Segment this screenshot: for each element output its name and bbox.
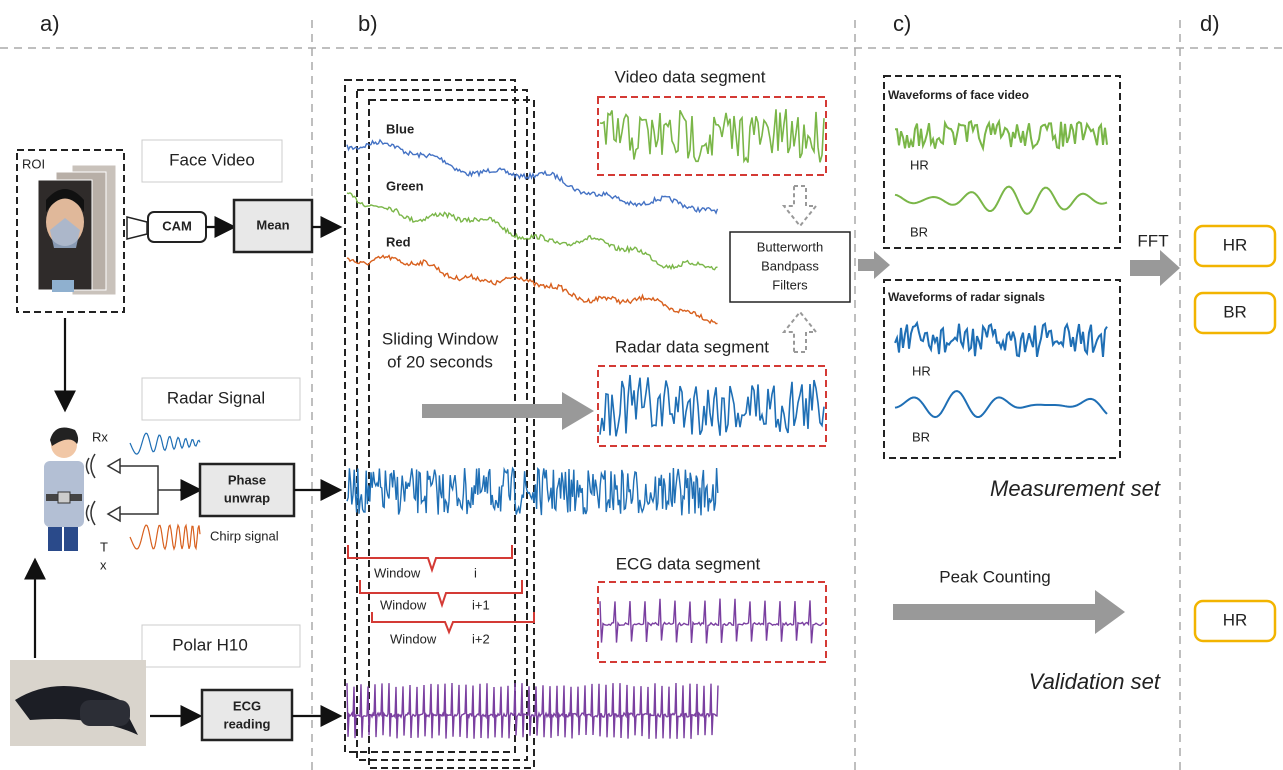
ecg-label: reading: [224, 716, 271, 731]
tx-label: T: [100, 539, 108, 554]
box-title: Waveforms of face video: [888, 88, 1029, 102]
big-arrow: [422, 392, 594, 430]
ecg-label: ECG: [233, 698, 261, 713]
waveform: [346, 682, 719, 739]
segment-title: Radar data segment: [615, 337, 769, 356]
radar-wave-box: [883, 279, 1121, 459]
wave-label: HR: [910, 157, 929, 172]
filter-label: Bandpass: [761, 258, 819, 273]
gray-arrow: [893, 590, 1125, 634]
tx-label: x: [100, 557, 107, 572]
window-frame: [368, 99, 535, 769]
output-box: [1193, 224, 1277, 268]
label-box: [141, 624, 301, 668]
waveform: [894, 185, 1108, 215]
roi-label: ROI: [22, 156, 45, 171]
waveform: [129, 432, 201, 455]
strap-photo: [10, 660, 146, 746]
waveform: [346, 254, 718, 325]
wave-label: HR: [912, 363, 931, 378]
channel-label: Red: [386, 234, 411, 249]
window-text: Sliding Window: [382, 329, 499, 348]
person-icon: [44, 427, 84, 551]
box-title: Waveforms of radar signals: [888, 290, 1045, 304]
roi-box: [16, 149, 125, 313]
separators: [0, 20, 1283, 770]
gray-arrow: [858, 251, 890, 279]
panel-label: d): [1200, 11, 1220, 36]
phase-label: unwrap: [224, 490, 270, 505]
segment-box: [597, 365, 827, 447]
fft-label: FFT: [1137, 231, 1168, 250]
segment-box: [597, 581, 827, 663]
peak-label: Peak Counting: [939, 567, 1051, 586]
radar-signal-label: Radar Signal: [167, 388, 265, 407]
window-word: Window: [390, 631, 437, 646]
face-wave-box: [883, 75, 1121, 249]
waveform: [894, 320, 1108, 358]
waveform: [346, 192, 718, 271]
filter-box: [729, 231, 851, 303]
segment-title: ECG data segment: [616, 554, 761, 573]
wave-label: BR: [910, 224, 928, 239]
channel-label: Blue: [386, 121, 414, 136]
output-label: BR: [1223, 302, 1247, 321]
chirp-label: Chirp signal: [210, 528, 279, 543]
rx-label: Rx: [92, 429, 108, 444]
label-box: [141, 377, 301, 421]
antennas: [85, 453, 195, 526]
panel-label: b): [358, 11, 378, 36]
window-word: Window: [380, 597, 427, 612]
window-index: i+2: [472, 631, 490, 646]
panel-label: a): [40, 11, 60, 36]
panel-label: c): [893, 11, 911, 36]
filter-label: Butterworth: [757, 239, 823, 254]
filter-label: Filters: [772, 277, 808, 292]
channel-label: Green: [386, 178, 424, 193]
window-index: i: [474, 565, 477, 580]
label-box: [141, 139, 283, 183]
waveform: [599, 374, 825, 437]
window-word: Window: [374, 565, 421, 580]
hollow-arrow: [781, 310, 819, 353]
face-frames: [37, 164, 117, 296]
waveform: [599, 598, 824, 644]
wave-label: BR: [912, 429, 930, 444]
output-label: HR: [1223, 235, 1248, 254]
cam-label: CAM: [162, 218, 192, 233]
output-box: [1193, 599, 1277, 643]
gray-arrow: [1130, 250, 1180, 286]
measurement-label: Measurement set: [990, 476, 1161, 501]
window-braces: [347, 545, 535, 635]
waveform: [895, 118, 1108, 153]
phase-box: [198, 462, 296, 518]
window-text: of 20 seconds: [387, 352, 493, 371]
phase-label: Phase: [228, 472, 266, 487]
window-index: i+1: [472, 597, 490, 612]
window-frame: [356, 89, 528, 761]
waveform: [346, 466, 719, 516]
output-box: [1193, 291, 1277, 335]
segment-title: Video data segment: [615, 67, 766, 86]
face-video-label: Face Video: [169, 150, 255, 169]
hollow-arrow: [781, 185, 819, 228]
waveforms: [129, 108, 1108, 739]
validation-label: Validation set: [1029, 669, 1161, 694]
lens: [126, 216, 148, 240]
output-label: HR: [1223, 610, 1248, 629]
segment-box: [597, 96, 827, 176]
waveform: [129, 523, 201, 551]
polar-label: Polar H10: [172, 635, 248, 654]
waveform: [894, 389, 1108, 419]
mean-label: Mean: [256, 217, 289, 232]
mean-box: [232, 198, 314, 254]
waveform: [599, 108, 825, 164]
waveform: [346, 138, 719, 215]
